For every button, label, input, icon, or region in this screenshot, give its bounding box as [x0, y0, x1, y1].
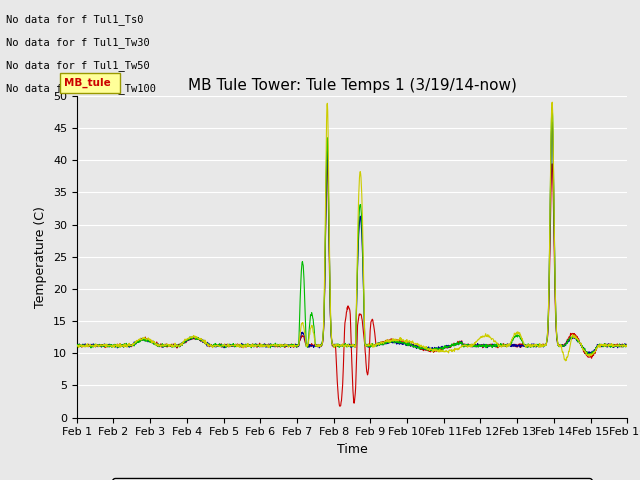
Text: No data for f Tul1_Tw100: No data for f Tul1_Tw100: [6, 84, 156, 95]
X-axis label: Time: Time: [337, 443, 367, 456]
Legend: Tul1_Ts-32, Tul1_Ts-16, Tul1_Ts-8, Tul1_Tw+10: Tul1_Ts-32, Tul1_Ts-16, Tul1_Ts-8, Tul1_…: [113, 478, 591, 480]
Title: MB Tule Tower: Tule Temps 1 (3/19/14-now): MB Tule Tower: Tule Temps 1 (3/19/14-now…: [188, 78, 516, 94]
Y-axis label: Temperature (C): Temperature (C): [35, 206, 47, 308]
Text: No data for f Tul1_Ts0: No data for f Tul1_Ts0: [6, 14, 144, 25]
Text: No data for f Tul1_Tw30: No data for f Tul1_Tw30: [6, 37, 150, 48]
Text: No data for f Tul1_Tw50: No data for f Tul1_Tw50: [6, 60, 150, 72]
Text: MB_tule: MB_tule: [64, 78, 111, 88]
